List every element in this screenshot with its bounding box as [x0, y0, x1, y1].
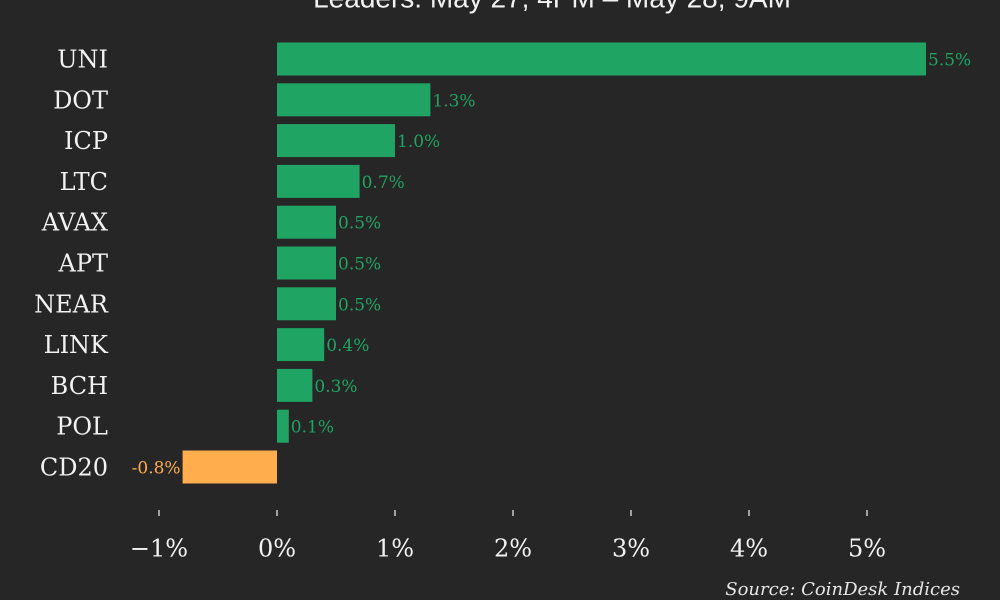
- category-label: AVAX: [41, 209, 108, 237]
- value-label: 1.0%: [397, 132, 440, 152]
- category-label: ICP: [64, 127, 108, 155]
- chart-title: Leaders: May 27, 4PM – May 28, 9AM: [313, 0, 791, 13]
- category-label: CD20: [40, 454, 108, 482]
- category-label: LINK: [44, 331, 109, 359]
- bar: [277, 124, 395, 158]
- bar: [277, 287, 336, 321]
- x-tick-label: 1%: [376, 535, 414, 563]
- x-tick-label: 2%: [494, 535, 532, 563]
- value-label: 0.5%: [338, 255, 381, 275]
- category-label: POL: [56, 413, 108, 441]
- bar: [277, 328, 325, 362]
- bar: [182, 450, 277, 484]
- category-label: DOT: [53, 86, 108, 114]
- value-label: 0.5%: [338, 295, 381, 315]
- category-label: NEAR: [34, 290, 109, 318]
- bar: [277, 164, 360, 198]
- bar: [277, 246, 336, 280]
- category-label: UNI: [57, 46, 108, 74]
- value-label: 0.5%: [338, 214, 381, 234]
- value-label: 5.5%: [928, 51, 971, 71]
- bar: [277, 83, 431, 117]
- x-tick-label: −1%: [130, 535, 188, 563]
- category-label: LTC: [60, 168, 108, 196]
- x-tick-label: 0%: [258, 535, 296, 563]
- bar: [277, 409, 289, 443]
- value-label: -0.8%: [132, 459, 181, 479]
- x-tick-label: 5%: [848, 535, 886, 563]
- value-label: 0.7%: [362, 173, 405, 193]
- value-label: 1.3%: [432, 91, 475, 111]
- bar: [277, 42, 926, 76]
- x-tick-label: 4%: [730, 535, 768, 563]
- x-tick-label: 3%: [612, 535, 650, 563]
- category-label: BCH: [51, 372, 108, 400]
- value-label: 0.3%: [314, 377, 357, 397]
- value-label: 0.1%: [291, 418, 334, 438]
- value-label: 0.4%: [326, 336, 369, 356]
- category-label: APT: [58, 250, 109, 278]
- bar: [277, 205, 336, 239]
- source-note: Source: CoinDesk Indices: [725, 579, 960, 600]
- bar: [277, 368, 313, 402]
